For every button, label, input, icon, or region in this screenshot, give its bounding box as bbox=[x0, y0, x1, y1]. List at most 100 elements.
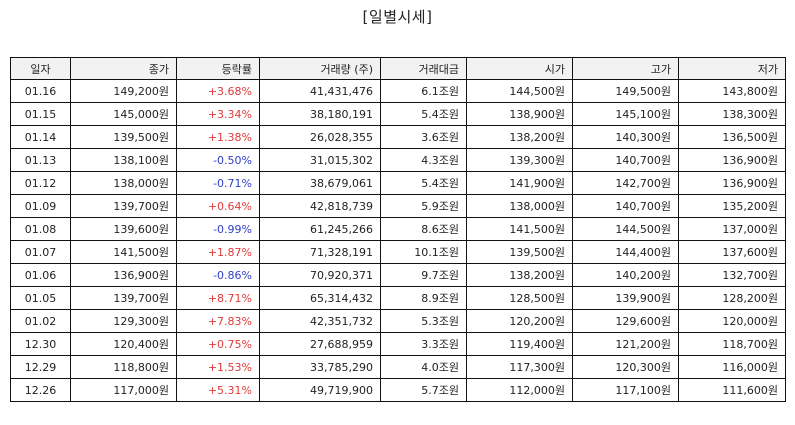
cell-date: 01.06 bbox=[10, 263, 71, 287]
header-amount: 거래대금 bbox=[380, 57, 467, 80]
cell-high: 117,100원 bbox=[572, 378, 679, 402]
cell-date: 01.13 bbox=[10, 148, 71, 172]
cell-date: 01.15 bbox=[10, 102, 71, 126]
cell-volume: 31,015,302 bbox=[259, 148, 381, 172]
cell-amount: 5.9조원 bbox=[380, 194, 467, 218]
cell-close: 139,700원 bbox=[70, 194, 177, 218]
cell-change: +0.64% bbox=[176, 194, 260, 218]
cell-low: 118,700원 bbox=[678, 332, 786, 356]
table-row: 01.09 139,700원 +0.64% 42,818,739 5.9조원 138,00… bbox=[10, 194, 786, 218]
table-row: 01.13 138,100원 -0.50% 31,015,302 4.3조원 139,30… bbox=[10, 148, 786, 172]
cell-change: +1.87% bbox=[176, 240, 260, 264]
cell-volume: 70,920,371 bbox=[259, 263, 381, 287]
cell-low: 138,300원 bbox=[678, 102, 786, 126]
cell-high: 145,100원 bbox=[572, 102, 679, 126]
cell-close: 138,100원 bbox=[70, 148, 177, 172]
cell-change: +5.31% bbox=[176, 378, 260, 402]
cell-open: 139,500원 bbox=[466, 240, 573, 264]
header-open: 시가 bbox=[466, 57, 573, 80]
cell-close: 141,500원 bbox=[70, 240, 177, 264]
cell-open: 144,500원 bbox=[466, 79, 573, 103]
cell-volume: 49,719,900 bbox=[259, 378, 381, 402]
cell-volume: 38,679,061 bbox=[259, 171, 381, 195]
table-row: 01.15 145,000원 +3.34% 38,180,191 5.4조원 138,90… bbox=[10, 102, 786, 126]
cell-volume: 42,818,739 bbox=[259, 194, 381, 218]
cell-high: 149,500원 bbox=[572, 79, 679, 103]
cell-amount: 10.1조원 bbox=[380, 240, 467, 264]
cell-amount: 5.3조원 bbox=[380, 309, 467, 333]
cell-low: 132,700원 bbox=[678, 263, 786, 287]
cell-low: 116,000원 bbox=[678, 355, 786, 379]
cell-volume: 33,785,290 bbox=[259, 355, 381, 379]
cell-high: 142,700원 bbox=[572, 171, 679, 195]
cell-close: 139,600원 bbox=[70, 217, 177, 241]
cell-low: 120,000원 bbox=[678, 309, 786, 333]
daily-price-table: 일자 종가 등락률 거래량 (주) 거래대금 시가 고가 저가 01.16 149… bbox=[10, 57, 786, 402]
cell-open: 128,500원 bbox=[466, 286, 573, 310]
table-row: 01.07 141,500원 +1.87% 71,328,191 10.1조원 139,5… bbox=[10, 240, 786, 264]
cell-open: 138,900원 bbox=[466, 102, 573, 126]
cell-low: 135,200원 bbox=[678, 194, 786, 218]
cell-amount: 4.3조원 bbox=[380, 148, 467, 172]
cell-amount: 3.3조원 bbox=[380, 332, 467, 356]
table-row: 01.06 136,900원 -0.86% 70,920,371 9.7조원 138,20… bbox=[10, 263, 786, 287]
cell-open: 138,200원 bbox=[466, 125, 573, 149]
cell-change: -0.86% bbox=[176, 263, 260, 287]
cell-open: 117,300원 bbox=[466, 355, 573, 379]
cell-high: 140,700원 bbox=[572, 194, 679, 218]
cell-high: 139,900원 bbox=[572, 286, 679, 310]
cell-date: 01.05 bbox=[10, 286, 71, 310]
cell-low: 136,900원 bbox=[678, 171, 786, 195]
cell-change: +8.71% bbox=[176, 286, 260, 310]
header-close: 종가 bbox=[70, 57, 177, 80]
cell-change: +1.53% bbox=[176, 355, 260, 379]
cell-amount: 3.6조원 bbox=[380, 125, 467, 149]
cell-close: 129,300원 bbox=[70, 309, 177, 333]
cell-change: -0.99% bbox=[176, 217, 260, 241]
header-change: 등락률 bbox=[176, 57, 260, 80]
cell-date: 01.08 bbox=[10, 217, 71, 241]
header-low: 저가 bbox=[678, 57, 786, 80]
cell-open: 138,200원 bbox=[466, 263, 573, 287]
cell-low: 136,500원 bbox=[678, 125, 786, 149]
cell-open: 141,500원 bbox=[466, 217, 573, 241]
cell-amount: 6.1조원 bbox=[380, 79, 467, 103]
cell-open: 138,000원 bbox=[466, 194, 573, 218]
header-high: 고가 bbox=[572, 57, 679, 80]
header-date: 일자 bbox=[10, 57, 71, 80]
cell-open: 139,300원 bbox=[466, 148, 573, 172]
cell-open: 112,000원 bbox=[466, 378, 573, 402]
cell-close: 139,500원 bbox=[70, 125, 177, 149]
cell-close: 138,000원 bbox=[70, 171, 177, 195]
cell-amount: 8.9조원 bbox=[380, 286, 467, 310]
cell-volume: 65,314,432 bbox=[259, 286, 381, 310]
cell-close: 117,000원 bbox=[70, 378, 177, 402]
cell-date: 01.09 bbox=[10, 194, 71, 218]
cell-change: -0.50% bbox=[176, 148, 260, 172]
cell-open: 119,400원 bbox=[466, 332, 573, 356]
table-row: 01.12 138,000원 -0.71% 38,679,061 5.4조원 141,90… bbox=[10, 171, 786, 195]
cell-volume: 38,180,191 bbox=[259, 102, 381, 126]
cell-open: 141,900원 bbox=[466, 171, 573, 195]
cell-date: 12.29 bbox=[10, 355, 71, 379]
cell-volume: 41,431,476 bbox=[259, 79, 381, 103]
cell-change: +3.34% bbox=[176, 102, 260, 126]
cell-change: +0.75% bbox=[176, 332, 260, 356]
cell-open: 120,200원 bbox=[466, 309, 573, 333]
cell-date: 01.16 bbox=[10, 79, 71, 103]
cell-volume: 61,245,266 bbox=[259, 217, 381, 241]
cell-amount: 8.6조원 bbox=[380, 217, 467, 241]
table-row: 12.26 117,000원 +5.31% 49,719,900 5.7조원 112,00… bbox=[10, 378, 786, 402]
cell-amount: 5.4조원 bbox=[380, 171, 467, 195]
table-row: 01.05 139,700원 +8.71% 65,314,432 8.9조원 128,50… bbox=[10, 286, 786, 310]
table-row: 12.29 118,800원 +1.53% 33,785,290 4.0조원 117,30… bbox=[10, 355, 786, 379]
cell-volume: 26,028,355 bbox=[259, 125, 381, 149]
cell-date: 01.12 bbox=[10, 171, 71, 195]
table-row: 12.30 120,400원 +0.75% 27,688,959 3.3조원 119,40… bbox=[10, 332, 786, 356]
cell-high: 140,300원 bbox=[572, 125, 679, 149]
cell-high: 144,500원 bbox=[572, 217, 679, 241]
cell-close: 118,800원 bbox=[70, 355, 177, 379]
cell-amount: 5.4조원 bbox=[380, 102, 467, 126]
cell-high: 120,300원 bbox=[572, 355, 679, 379]
cell-high: 121,200원 bbox=[572, 332, 679, 356]
